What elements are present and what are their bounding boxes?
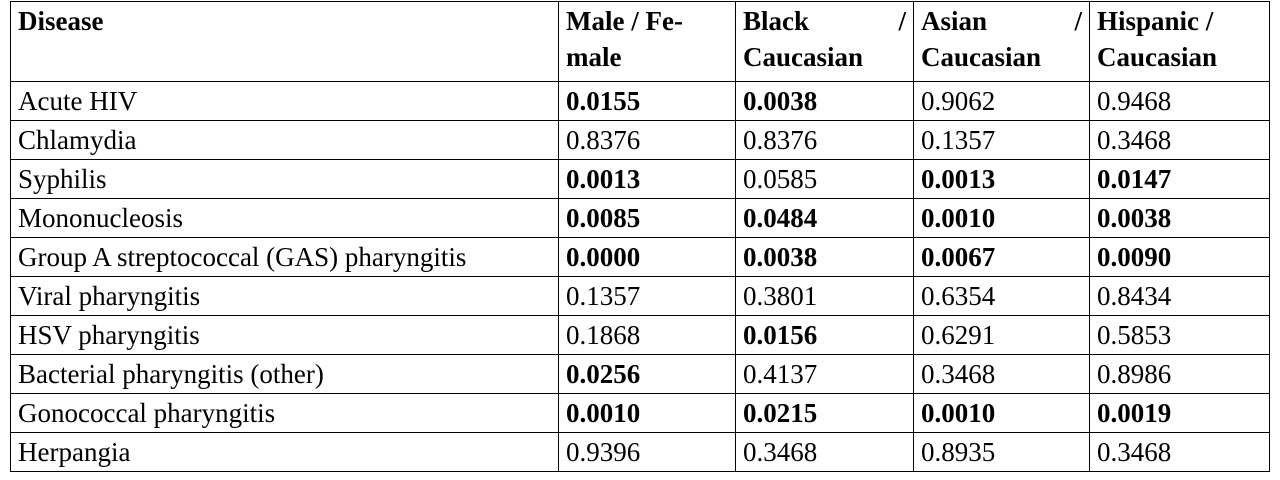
disease-name-cell: Bacterial pharyngitis (other) [10, 354, 559, 394]
disease-name-cell: Gonococcal pharyngitis [10, 393, 559, 433]
table-row: Mononucleosis 0.0085 0.0484 0.0010 0.0038 [10, 198, 1270, 238]
pvalue-cell: 0.0484 [735, 198, 914, 238]
header-asian-caucasian-line-2: Caucasian [921, 42, 1042, 72]
header-asian-caucasian: Asian / Caucasian [913, 1, 1090, 82]
disease-name-cell: Syphilis [10, 159, 559, 199]
pvalue-cell: 0.8376 [558, 120, 736, 160]
pvalue-cell: 0.8935 [913, 432, 1090, 472]
header-asian-slash: / [1074, 6, 1082, 36]
header-black-caucasian: Black / Caucasian [735, 1, 914, 82]
header-asian-word: Asian [921, 6, 988, 36]
pvalue-cell: 0.0019 [1089, 393, 1270, 433]
pvalue-cell: 0.0067 [913, 237, 1090, 277]
table-row: Gonococcal pharyngitis 0.0010 0.0215 0.0010… [10, 393, 1270, 433]
table-row: Chlamydia 0.8376 0.8376 0.1357 0.3468 [10, 120, 1270, 160]
pvalue-cell: 0.0256 [558, 354, 736, 394]
pvalue-cell: 0.0085 [558, 198, 736, 238]
table-row: Syphilis 0.0013 0.0585 0.0013 0.0147 [10, 159, 1270, 199]
pvalue-cell: 0.0010 [913, 393, 1090, 433]
pvalue-cell: 0.1868 [558, 315, 736, 355]
header-hispanic-caucasian: Hispanic / Caucasian [1089, 1, 1270, 82]
header-black-slash: / [898, 6, 906, 36]
pvalue-cell: 0.0010 [913, 198, 1090, 238]
pvalue-cell: 0.0090 [1089, 237, 1270, 277]
table-row: Herpangia 0.9396 0.3468 0.8935 0.3468 [10, 432, 1270, 472]
pvalue-cell: 0.0147 [1089, 159, 1270, 199]
header-male-female: Male / Fe- male [558, 1, 736, 82]
pvalue-cell: 0.0585 [735, 159, 914, 199]
pvalue-cell: 0.0013 [913, 159, 1090, 199]
pvalue-cell: 0.8986 [1089, 354, 1270, 394]
pvalue-cell: 0.0038 [735, 237, 914, 277]
pvalue-cell: 0.0010 [558, 393, 736, 433]
pvalue-cell: 0.9468 [1089, 81, 1270, 121]
pvalue-cell: 0.5853 [1089, 315, 1270, 355]
disease-name-cell: Viral pharyngitis [10, 276, 559, 316]
table-row: Bacterial pharyngitis (other) 0.0256 0.413… [10, 354, 1270, 394]
pvalue-cell: 0.1357 [913, 120, 1090, 160]
pvalue-cell: 0.3468 [1089, 432, 1270, 472]
pvalue-cell: 0.0215 [735, 393, 914, 433]
pvalue-cell: 0.9396 [558, 432, 736, 472]
pvalue-cell: 0.0038 [1089, 198, 1270, 238]
pvalue-cell: 0.0038 [735, 81, 914, 121]
header-black-caucasian-line-2: Caucasian [743, 42, 864, 72]
pvalue-cell: 0.3801 [735, 276, 914, 316]
pvalue-cell: 0.8376 [735, 120, 914, 160]
pvalue-cell: 0.6354 [913, 276, 1090, 316]
header-male-female-line-2: male [566, 42, 622, 72]
table-row: Group A streptococcal (GAS) pharyngitis 0… [10, 237, 1270, 277]
header-black-word: Black [743, 6, 810, 36]
disease-name-cell: Group A streptococcal (GAS) pharyngitis [10, 237, 559, 277]
pvalue-cell: 0.9062 [913, 81, 1090, 121]
table-body: Acute HIV 0.0155 0.0038 0.9062 0.9468 Chlamyd… [10, 81, 1270, 472]
header-disease: Disease [10, 1, 559, 82]
disease-name-cell: Mononucleosis [10, 198, 559, 238]
header-hispanic-caucasian-line-2: Caucasian [1097, 42, 1218, 72]
table-row: HSV pharyngitis 0.1868 0.0156 0.6291 0.5853 [10, 315, 1270, 355]
header-disease-line: Disease [18, 6, 104, 36]
header-male-female-line-1: Male / Fe- [566, 6, 683, 36]
disease-name-cell: Herpangia [10, 432, 559, 472]
table-row: Acute HIV 0.0155 0.0038 0.9062 0.9468 [10, 81, 1270, 121]
pvalue-cell: 0.4137 [735, 354, 914, 394]
pvalue-cell: 0.0156 [735, 315, 914, 355]
pvalue-cell: 0.6291 [913, 315, 1090, 355]
pvalue-cell: 0.0013 [558, 159, 736, 199]
pvalue-cell: 0.0155 [558, 81, 736, 121]
pvalue-cell: 0.3468 [735, 432, 914, 472]
disease-name-cell: Acute HIV [10, 81, 559, 121]
header-row: Disease Male / Fe- male Black / Caucasia… [10, 1, 1270, 82]
pvalue-cell: 0.3468 [913, 354, 1090, 394]
pvalue-cell: 0.3468 [1089, 120, 1270, 160]
header-black-caucasian-line-1: Black / [743, 3, 906, 39]
table-row: Viral pharyngitis 0.1357 0.3801 0.6354 0.843… [10, 276, 1270, 316]
disease-pvalue-table: Disease Male / Fe- male Black / Caucasia… [10, 1, 1270, 472]
pvalue-cell: 0.8434 [1089, 276, 1270, 316]
pvalue-cell: 0.1357 [558, 276, 736, 316]
header-asian-caucasian-line-1: Asian / [921, 3, 1082, 39]
disease-name-cell: Chlamydia [10, 120, 559, 160]
header-hispanic-caucasian-line-1: Hispanic / [1097, 6, 1214, 36]
disease-name-cell: HSV pharyngitis [10, 315, 559, 355]
pvalue-cell: 0.0000 [558, 237, 736, 277]
